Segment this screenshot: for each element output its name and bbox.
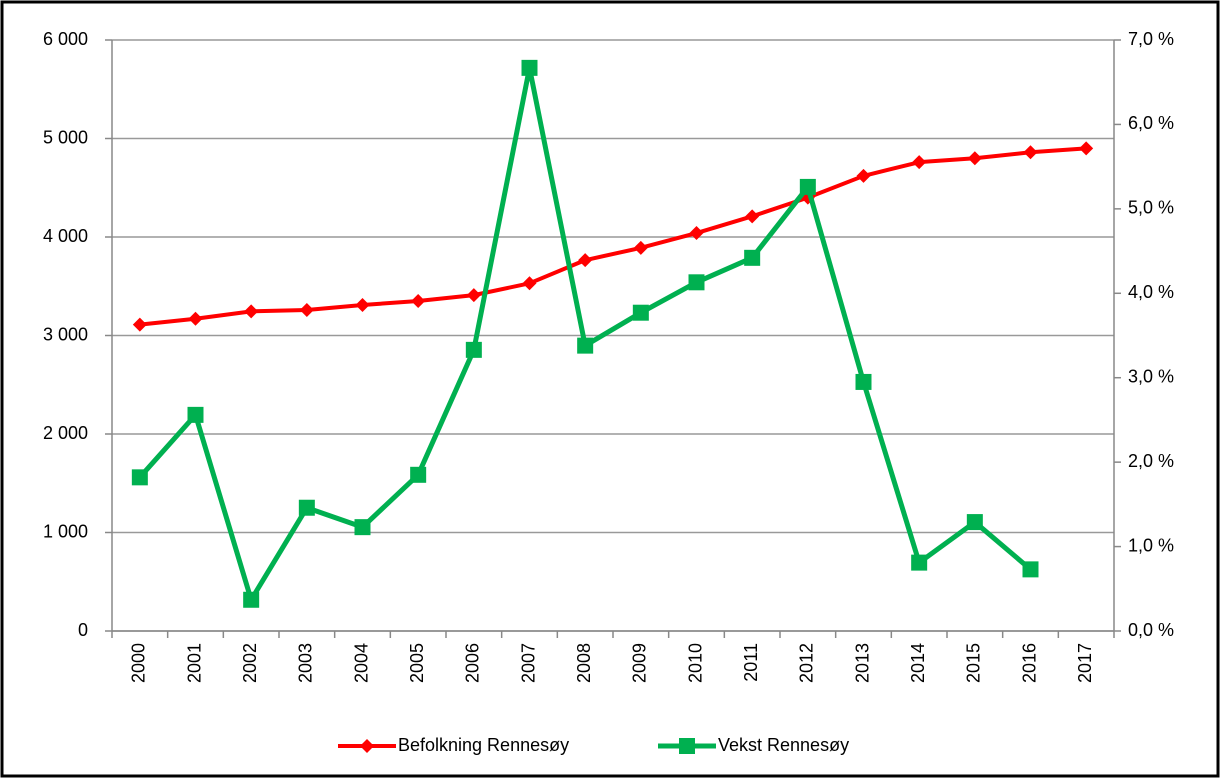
legend-marker [679, 738, 695, 754]
line [139, 146, 1087, 327]
legend-label: Befolkning Rennesøy [398, 735, 569, 755]
x-tick-label: 2017 [1075, 643, 1095, 683]
legend-label: Vekst Rennesøy [718, 735, 849, 755]
marker [244, 304, 259, 319]
marker [912, 155, 927, 170]
x-tick-label: 2012 [797, 643, 817, 683]
marker [1079, 141, 1094, 156]
y-tick-label: 1 000 [43, 521, 88, 541]
x-tick-label: 2002 [240, 643, 260, 683]
marker [410, 466, 427, 483]
marker [188, 311, 203, 326]
marker [967, 151, 982, 166]
y-tick-label: 0 [78, 620, 88, 640]
marker [745, 209, 760, 224]
y-tick-label: 2 000 [43, 423, 88, 443]
y-tick-label: 3 000 [43, 324, 88, 344]
marker [1023, 145, 1038, 160]
y2-tick-label: 0,0 % [1128, 620, 1174, 640]
marker [522, 276, 537, 291]
marker [466, 288, 481, 303]
x-tick-label: 2006 [463, 643, 483, 683]
marker [856, 168, 871, 183]
y2-tick-label: 1,0 % [1128, 535, 1174, 555]
marker [243, 591, 260, 608]
marker [966, 514, 983, 531]
y-tick-label: 4 000 [43, 226, 88, 246]
marker [132, 317, 147, 332]
marker [688, 274, 705, 291]
marker [911, 554, 928, 571]
y2-tick-label: 5,0 % [1128, 198, 1174, 218]
marker [744, 249, 761, 266]
x-tick-label: 2010 [685, 643, 705, 683]
x-tick-label: 2014 [908, 643, 928, 683]
marker [131, 469, 148, 486]
x-tick-label: 2001 [184, 643, 204, 683]
x-tick-label: 2011 [741, 643, 761, 682]
marker [355, 297, 370, 312]
marker [299, 302, 314, 317]
x-tick-label: 2000 [129, 643, 149, 683]
marker [298, 499, 315, 516]
marker [465, 341, 482, 358]
x-tick-label: 2005 [407, 643, 427, 683]
marker [1022, 561, 1039, 578]
marker [577, 337, 594, 354]
marker [633, 240, 648, 255]
y-tick-label: 6 000 [43, 29, 88, 49]
x-tick-label: 2007 [518, 643, 538, 683]
marker [187, 406, 204, 423]
marker [799, 178, 816, 195]
marker [689, 226, 704, 241]
y-tick-label: 5 000 [43, 127, 88, 147]
x-tick-label: 2009 [630, 643, 650, 683]
x-tick-label: 2016 [1019, 643, 1039, 683]
marker [578, 253, 593, 268]
x-tick-label: 2008 [574, 643, 594, 683]
y2-tick-label: 7,0 % [1128, 29, 1174, 49]
x-tick-label: 2015 [964, 643, 984, 683]
y2-tick-label: 4,0 % [1128, 282, 1174, 302]
marker [354, 519, 371, 536]
y2-tick-label: 2,0 % [1128, 451, 1174, 471]
x-tick-label: 2004 [351, 643, 371, 683]
marker [632, 304, 649, 321]
x-tick-label: 2003 [296, 643, 316, 683]
marker [521, 59, 538, 76]
series [131, 59, 1039, 608]
marker [855, 373, 872, 390]
marker [411, 294, 426, 309]
y2-tick-label: 3,0 % [1128, 366, 1174, 386]
x-tick-label: 2013 [852, 643, 872, 683]
legend-marker [360, 739, 374, 753]
y2-tick-label: 6,0 % [1128, 113, 1174, 133]
